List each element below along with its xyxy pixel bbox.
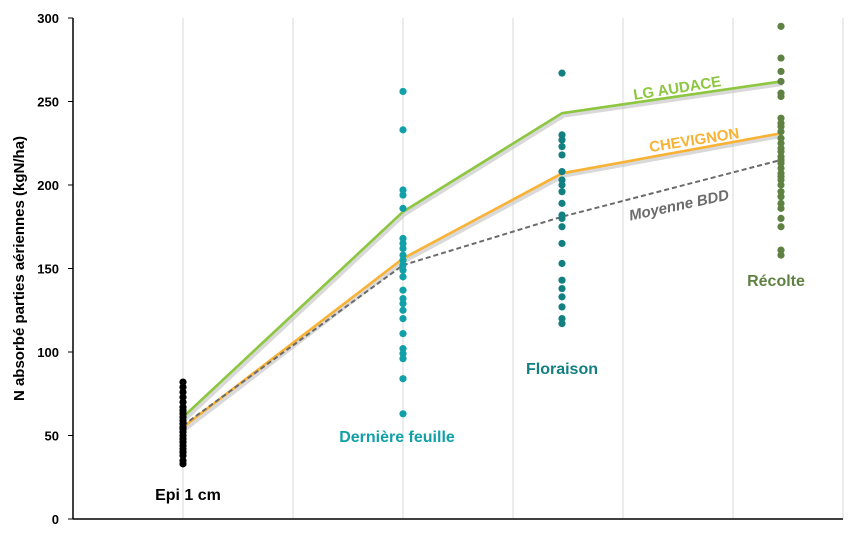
data-point: [777, 114, 785, 122]
series-line-lg-audace: [182, 80, 782, 419]
y-tick-label: 50: [45, 429, 59, 444]
y-tick-label: 300: [37, 11, 59, 26]
data-point: [777, 134, 785, 142]
data-point: [399, 126, 407, 134]
data-point: [558, 223, 566, 231]
data-point: [399, 286, 407, 294]
data-point: [399, 350, 407, 358]
data-point: [179, 383, 187, 391]
data-point: [399, 87, 407, 96]
data-point: [179, 388, 187, 396]
series-line-shadow: [182, 132, 783, 432]
data-point: [179, 398, 187, 406]
data-point: [558, 131, 566, 139]
data-point: [399, 294, 407, 303]
data-point: [399, 186, 407, 194]
data-point: [399, 239, 407, 248]
data-point: [558, 303, 566, 311]
data-point: [558, 181, 566, 189]
data-point: [558, 151, 566, 159]
series-lines: [182, 80, 783, 432]
data-point: [558, 168, 566, 176]
data-point: [399, 256, 407, 264]
y-axis-title: N absorbé parties aériennes (kgN/ha): [11, 136, 28, 401]
data-point: [777, 223, 785, 231]
data-point: [777, 54, 785, 62]
data-point: [558, 142, 566, 151]
data-point: [399, 315, 407, 323]
data-point: [777, 181, 785, 189]
data-point: [399, 266, 407, 274]
data-point: [558, 188, 566, 196]
data-point: [777, 89, 785, 97]
y-tick-labels: 0 50 100 150 200 250 300: [37, 11, 73, 527]
data-point: [179, 393, 187, 401]
data-point: [777, 169, 785, 177]
data-point: [399, 306, 407, 314]
data-point: [558, 211, 566, 219]
stage-label: Epi 1 cm: [155, 487, 221, 504]
data-point: [777, 199, 785, 207]
data-point: [399, 244, 407, 253]
data-point: [558, 176, 566, 184]
data-point: [558, 284, 566, 293]
data-point: [399, 299, 407, 308]
data-point: [558, 276, 566, 284]
data-point: [558, 69, 566, 77]
data-point: [399, 234, 407, 243]
data-point: [558, 199, 566, 207]
data-point: [777, 139, 785, 147]
data-point: [777, 22, 785, 30]
data-point: [777, 251, 785, 259]
stage-label: Floraison: [526, 361, 598, 378]
data-point: [777, 164, 785, 172]
y-tick-label: 200: [37, 178, 59, 193]
data-point: [399, 191, 407, 199]
data-point: [399, 375, 407, 383]
data-point: [558, 293, 566, 301]
stage-labels: Epi 1 cm Dernière feuille Floraison Récolte: [155, 273, 805, 504]
data-point: [777, 144, 785, 152]
data-point: [399, 273, 407, 281]
data-points: [179, 22, 785, 468]
data-point: [777, 67, 785, 76]
y-tick-label: 250: [37, 95, 59, 110]
data-point: [777, 119, 785, 127]
data-point: [777, 188, 785, 196]
grid-lines: [72, 18, 844, 519]
data-point: [399, 355, 407, 363]
data-point: [558, 239, 566, 248]
data-point: [399, 261, 407, 269]
data-point: [777, 127, 785, 136]
series-line-moyenne-bdd: [182, 158, 782, 427]
y-tick-label: 150: [37, 262, 59, 277]
y-tick-label: 100: [37, 345, 59, 360]
data-point: [558, 259, 566, 268]
stage-label: Récolte: [747, 273, 805, 290]
data-point: [399, 330, 407, 338]
data-point: [399, 204, 407, 212]
data-point: [179, 456, 187, 465]
data-point: [777, 204, 785, 212]
data-point: [558, 320, 566, 328]
data-point: [399, 410, 407, 418]
data-point: [399, 251, 407, 259]
stage-label: Dernière feuille: [339, 429, 455, 446]
data-point: [777, 246, 785, 254]
series-label: Moyenne BDD: [628, 187, 731, 225]
data-point: [777, 193, 785, 201]
data-point: [777, 77, 785, 86]
series-line-chevignon: [182, 131, 782, 429]
data-point: [777, 214, 785, 222]
data-point: [179, 403, 187, 411]
data-point: [179, 378, 187, 386]
y-tick-label: 0: [52, 512, 59, 527]
series-line-shadow: [182, 80, 783, 421]
data-point: [558, 315, 566, 323]
data-point: [777, 153, 785, 161]
data-point: [558, 136, 566, 144]
data-point: [399, 345, 407, 353]
